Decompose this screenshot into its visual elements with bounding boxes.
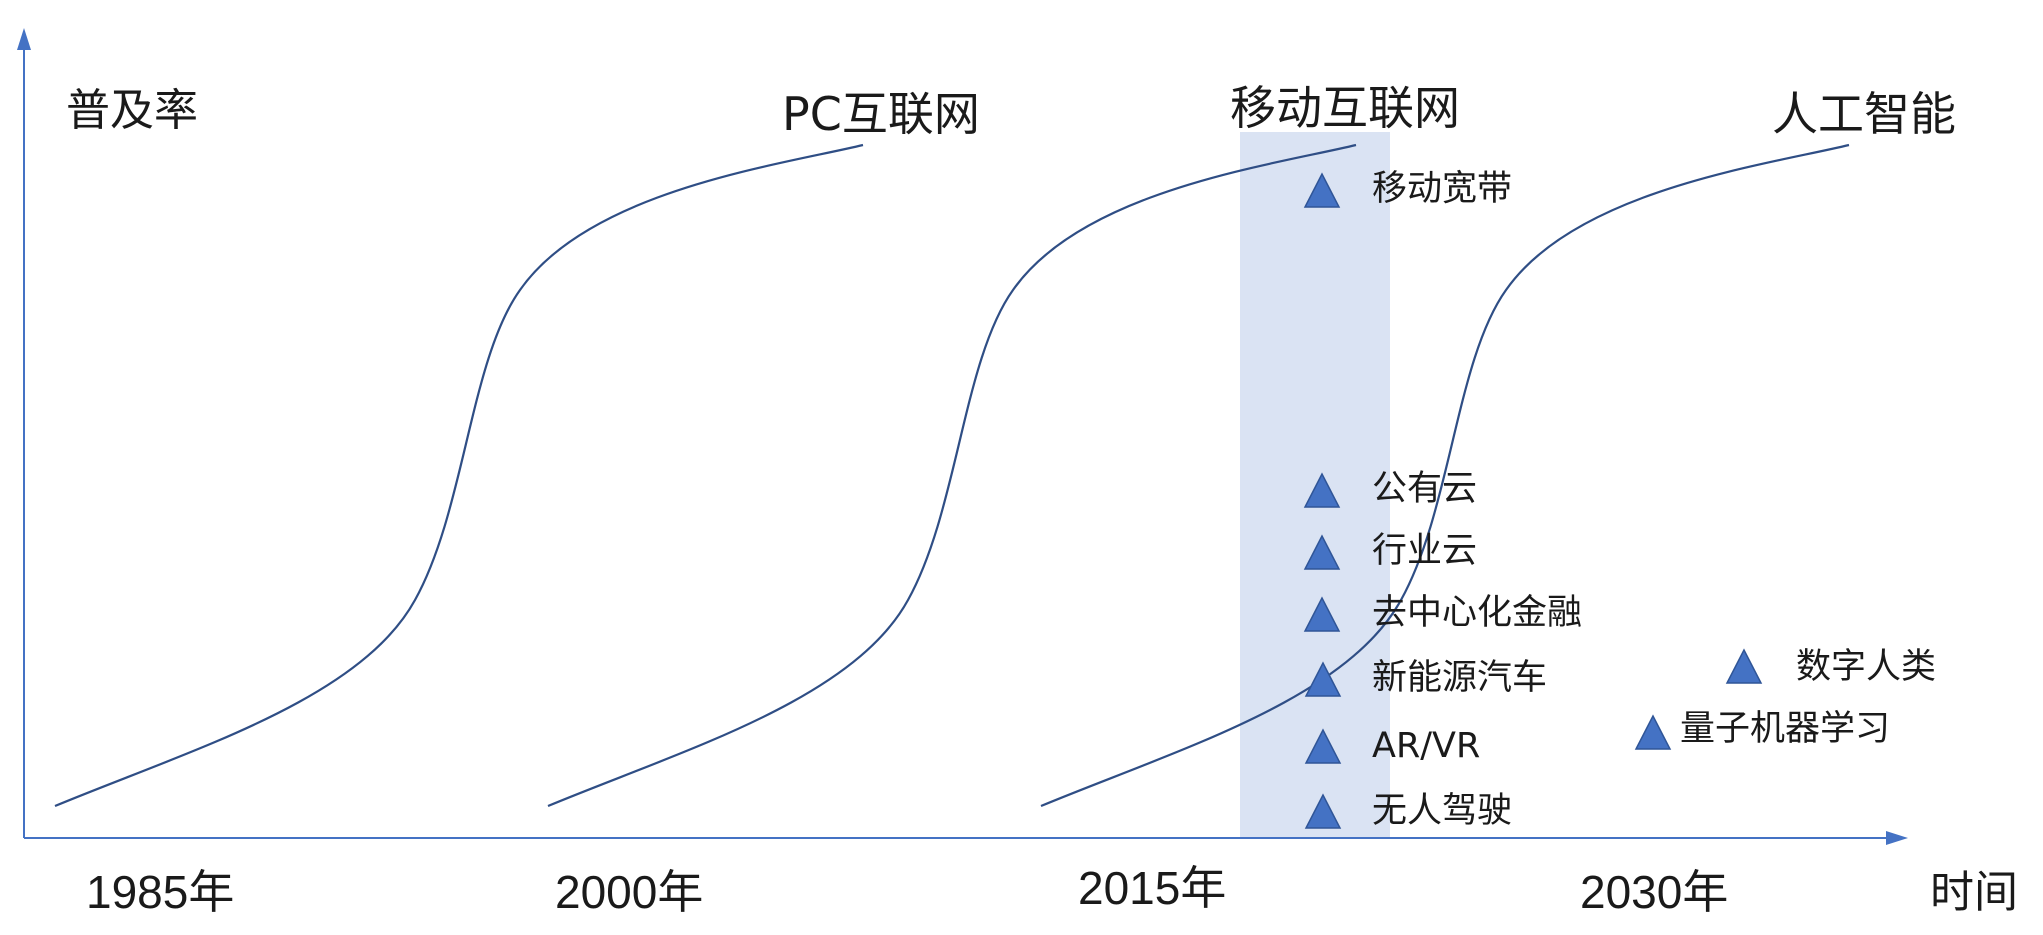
mobile-internet-s-curve — [547, 143, 1357, 808]
marker-industry-cloud — [1303, 534, 1341, 570]
marker-quantum-ml — [1634, 714, 1672, 750]
marker-new-energy-vehicle — [1304, 661, 1342, 697]
year-label-1985: 1985年 — [86, 866, 235, 918]
tech-label-autonomous-driving: 无人驾驶 — [1372, 791, 1513, 831]
wave-title-mobile-internet: 移动互联网 — [1230, 81, 1460, 135]
tech-label-industry-cloud: 行业云 — [1372, 531, 1478, 571]
marker-digital-human — [1725, 648, 1763, 684]
marker-mobile-broadband — [1303, 172, 1341, 208]
marker-ar-vr — [1304, 728, 1342, 764]
y-axis-label: 普及率 — [66, 85, 198, 136]
year-label-2030: 2030年 — [1580, 866, 1729, 918]
ai-s-curve — [1040, 143, 1850, 808]
tech-label-digital-human: 数字人类 — [1796, 647, 1937, 687]
year-label-2000: 2000年 — [555, 866, 704, 918]
tech-label-defi: 去中心化金融 — [1372, 593, 1583, 633]
marker-defi — [1303, 596, 1341, 632]
x-axis-arrowhead — [1886, 831, 1908, 845]
wave-title-ai: 人工智能 — [1772, 87, 1956, 141]
y-axis-arrowhead — [17, 28, 31, 50]
tech-label-mobile-broadband: 移动宽带 — [1372, 169, 1513, 209]
tech-label-new-energy-vehicle: 新能源汽车 — [1372, 658, 1548, 698]
tech-label-quantum-ml: 量子机器学习 — [1680, 709, 1891, 749]
pc-internet-s-curve — [54, 143, 864, 808]
highlight-band — [1240, 132, 1390, 838]
tech-label-ar-vr: AR/VR — [1372, 726, 1481, 766]
wave-title-pc-internet: PC互联网 — [782, 87, 980, 141]
marker-autonomous-driving — [1304, 793, 1342, 829]
year-label-2015: 2015年 — [1078, 862, 1227, 914]
x-axis-label: 时间 — [1930, 867, 2018, 918]
tech-label-public-cloud: 公有云 — [1372, 469, 1478, 509]
marker-public-cloud — [1303, 472, 1341, 508]
